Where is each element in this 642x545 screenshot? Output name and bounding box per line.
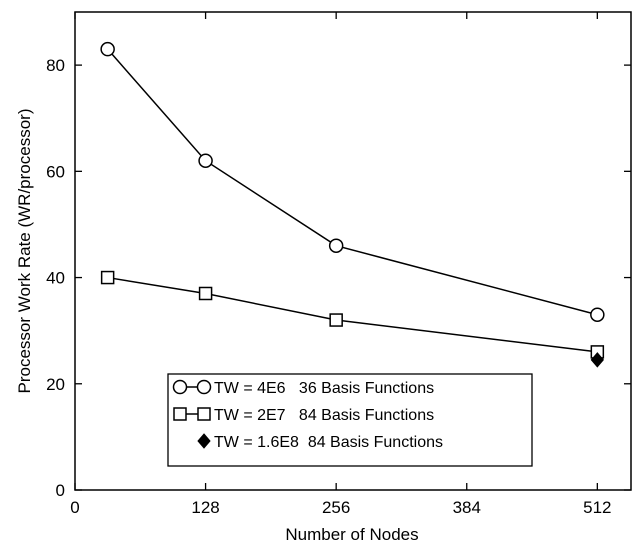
legend-marker-1 (196, 379, 212, 395)
y-tick-label: 80 (46, 56, 65, 75)
series-line-1 (107, 48, 598, 316)
data-point-series-1 (100, 41, 115, 57)
y-tick-label: 0 (56, 481, 65, 500)
legend-items: TW = 4E6 36 Basis Functions TW = 2E7 84 B… (172, 379, 443, 451)
data-point-series-1 (590, 307, 605, 322)
y-tick-label: 60 (46, 162, 65, 181)
series-line-2 (107, 276, 598, 353)
legend-label-1: TW = 4E6 36 Basis Functions (214, 380, 434, 397)
data-point-series-2 (100, 270, 115, 285)
legend: TW = 4E6 36 Basis Functions TW = 2E7 84 B… (167, 373, 533, 467)
legend-box (167, 373, 533, 467)
data-point-series-2 (329, 313, 343, 327)
x-tick-label: 0 (70, 498, 79, 517)
x-tick-label: 128 (191, 498, 219, 517)
plot-area-border (74, 11, 632, 491)
legend-marker-2 (173, 407, 187, 421)
data-point-series-3 (590, 352, 604, 368)
y-tick-label: 40 (46, 269, 65, 288)
x-tick-label: 384 (453, 498, 481, 517)
legend-marker-3 (197, 433, 211, 449)
data-point-series-2 (198, 286, 213, 301)
legend-label-2: TW = 2E7 84 Basis Functions (214, 407, 434, 424)
series-markers (100, 41, 605, 368)
legend-marker-1 (172, 379, 188, 395)
legend-label-3: TW = 1.6E8 84 Basis Functions (214, 434, 443, 451)
data-point-series-1 (328, 238, 344, 253)
axis-tick-labels: 0 128 256 384 512 0 20 40 60 80 (46, 56, 611, 517)
y-tick-label: 20 (46, 375, 65, 394)
x-axis-label: Number of Nodes (285, 525, 418, 544)
x-tick-label: 256 (322, 498, 350, 517)
y-axis-label: Processor Work Rate (WR/processor) (15, 109, 34, 394)
plot-frame (74, 11, 632, 491)
series-lines (107, 48, 598, 353)
x-tick-label: 512 (583, 498, 611, 517)
data-point-series-1 (198, 153, 213, 168)
legend-marker-2 (197, 407, 211, 421)
axis-ticks (74, 12, 631, 491)
